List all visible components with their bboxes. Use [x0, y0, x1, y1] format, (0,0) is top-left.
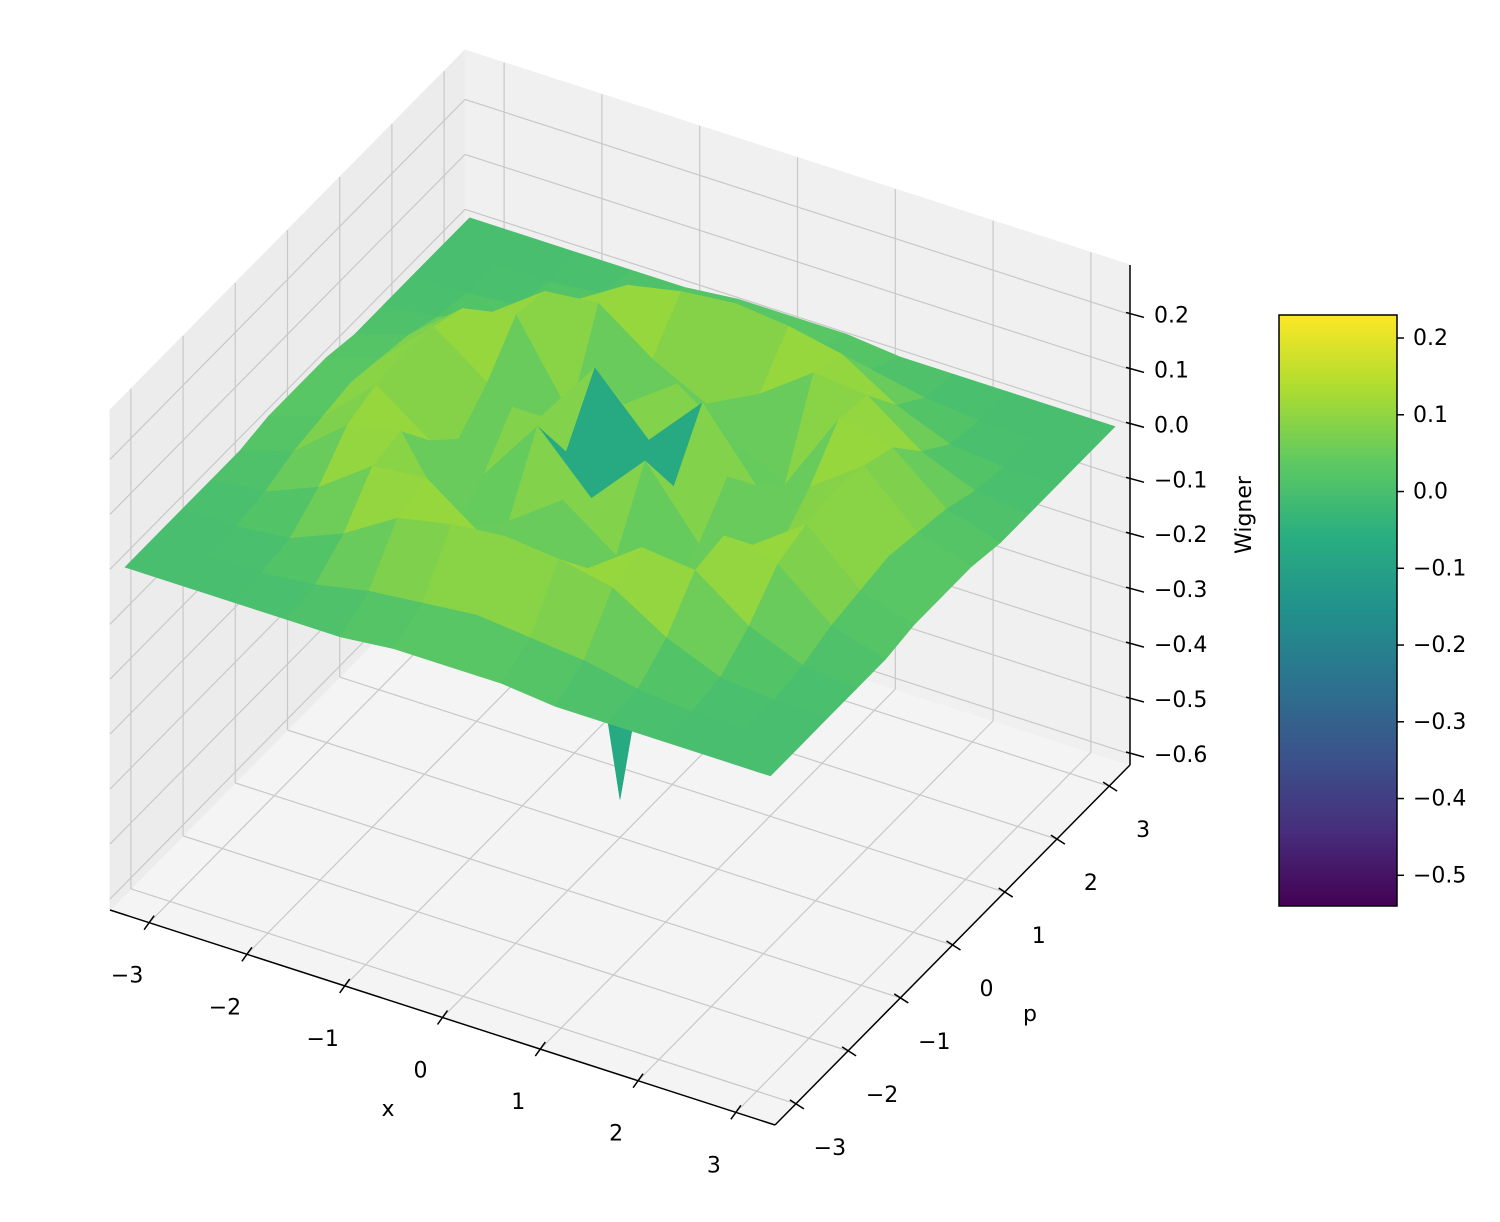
x-tick-label: 2 [609, 1122, 623, 1147]
z-tick [1125, 696, 1145, 703]
z-tick-label: −0.4 [1154, 633, 1207, 658]
z-tick-label: −0.3 [1154, 578, 1207, 603]
y-tick-label: 0 [980, 977, 994, 1002]
y-tick-label: 3 [1136, 818, 1150, 843]
z-tick [1125, 366, 1145, 374]
z-tick-label: −0.6 [1154, 743, 1207, 768]
y-tick [998, 887, 1014, 898]
y-axis-label: p [1023, 1002, 1037, 1027]
colorbar-tick-label: −0.2 [1413, 633, 1466, 658]
y-tick [1050, 834, 1066, 845]
z-tick-label: 0.0 [1154, 413, 1189, 438]
axes: −3 −2 −1 0 1 2 3 −3 −2 −1 0 1 2 3 −0.6 −0.5 −0.4 −0.3 −0.2… [109, 265, 1207, 1178]
z-tick [1125, 421, 1145, 429]
x-axis-label: x [381, 1097, 394, 1122]
x-tick-label: 1 [511, 1090, 525, 1115]
y-tick [1102, 781, 1118, 792]
grid-line [182, 835, 849, 1052]
z-tick-label: −0.5 [1154, 688, 1207, 713]
z-tick-label: −0.1 [1154, 468, 1207, 493]
colorbar-fill [1278, 314, 1398, 907]
grid-line [109, 153, 466, 515]
z-tick [1125, 476, 1145, 484]
grid-line [130, 888, 797, 1105]
y-tick-label: 1 [1032, 924, 1046, 949]
y-tick-label: −2 [866, 1083, 898, 1108]
z-tick [1125, 751, 1145, 758]
surface-patch [716, 729, 800, 777]
z-tick-label: 0.2 [1154, 303, 1189, 328]
grid-line [109, 99, 466, 460]
x-axis [109, 909, 776, 1126]
grid-line [339, 676, 1005, 893]
colorbar-tick-label: 0.2 [1413, 326, 1448, 351]
y-tick-label: 2 [1084, 871, 1098, 896]
y-tick [789, 1099, 805, 1110]
grid-line [287, 729, 953, 946]
colorbar-tick-label: 0.1 [1413, 403, 1448, 428]
x-tick-label: −3 [111, 964, 143, 989]
z-tick [1125, 586, 1145, 593]
y-tick [946, 940, 961, 951]
z-tick [1125, 531, 1145, 538]
colorbar-tick-label: −0.3 [1413, 710, 1466, 735]
grid-line [464, 98, 1131, 316]
colorbar-tick-label: −0.5 [1413, 863, 1466, 888]
y-tick [893, 993, 909, 1004]
z-axis-label: Wigner [1232, 475, 1257, 554]
grid-line [235, 782, 901, 999]
surface [124, 217, 1116, 800]
y-axis [774, 764, 1131, 1126]
colorbar-tick-label: 0.0 [1413, 480, 1448, 505]
colorbar: −0.5 −0.4 −0.3 −0.2 −0.1 0.0 0.1 0.2 [1278, 314, 1466, 907]
x-tick-label: −2 [209, 995, 241, 1020]
grid-line [464, 153, 1131, 370]
colorbar-tick-label: −0.1 [1413, 556, 1466, 581]
y-tick-label: −1 [918, 1030, 950, 1055]
grid-line [464, 208, 1131, 425]
y-tick [841, 1046, 857, 1057]
x-tick-label: 3 [707, 1153, 721, 1178]
grid-line [109, 208, 466, 570]
colorbar-tick-label: −0.4 [1413, 787, 1466, 812]
z-tick-label: −0.2 [1154, 523, 1207, 548]
z-tick [1125, 311, 1145, 319]
z-tick [1125, 641, 1145, 648]
z-tick-label: 0.1 [1154, 358, 1189, 383]
x-tick-label: −1 [306, 1027, 338, 1052]
y-tick-label: −3 [814, 1136, 846, 1161]
x-tick-label: 0 [414, 1059, 428, 1084]
